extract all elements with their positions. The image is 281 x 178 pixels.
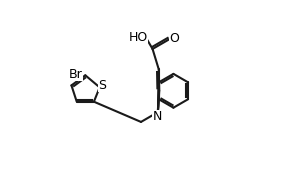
Text: O: O xyxy=(169,32,179,45)
Text: HO: HO xyxy=(129,31,148,44)
Text: S: S xyxy=(98,79,106,92)
Text: N: N xyxy=(152,109,162,123)
Text: Br: Br xyxy=(69,68,83,81)
